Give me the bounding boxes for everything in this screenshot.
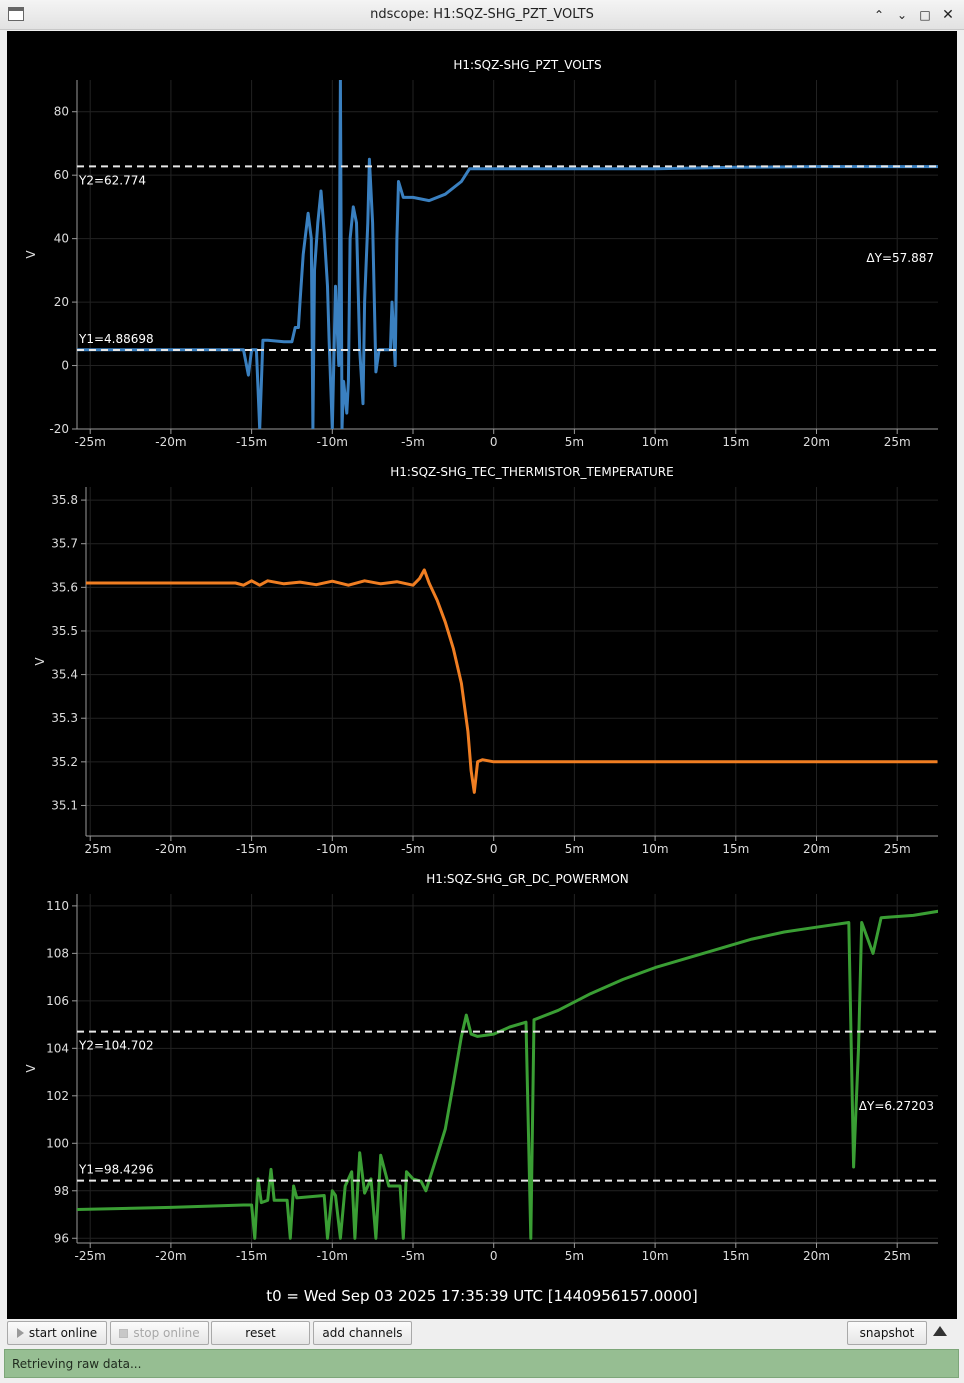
window-menu-icon[interactable] [8,7,24,21]
x-tick-label: -25m [75,1249,106,1263]
plots-canvas[interactable]: H1:SQZ-SHG_PZT_VOLTS 80 60 40 20 0 -20 -25m -20m… [7,31,957,1319]
x-tick-label: 25m [884,1249,911,1263]
x-tick-label: 15m [722,1249,749,1263]
cursor-delta-label: ΔY=6.27203 [859,1099,934,1113]
play-icon [16,1328,24,1338]
x-tick-label: 25m [884,435,911,449]
x-tick-label: 15m [722,842,749,856]
x-tick-label: 20m [803,435,830,449]
y-tick-label: 108 [46,946,69,960]
y-tick-label: 35.3 [51,711,78,725]
x-tick-label: -10m [317,1249,348,1263]
x-tick-label: -25m [75,435,106,449]
x-tick-label: 5m [565,842,584,856]
x-tick-label: -5m [401,435,425,449]
x-tick-label: -20m [155,435,186,449]
y-tick-label: 35.1 [51,798,78,812]
stop-online-label: stop online [133,1326,200,1340]
x-tick-label: 20m [803,1249,830,1263]
x-tick-label: 0 [490,842,498,856]
y-tick-label: 35.2 [51,755,78,769]
y-tick-label: 35.8 [51,493,78,507]
cursor-delta-label: ΔY=57.887 [866,251,934,265]
start-online-label: start online [28,1326,98,1340]
cursor-y1-label: Y1=98.4296 [78,1163,154,1177]
y-tick-label: 110 [46,899,69,913]
y-tick-label: 106 [46,994,69,1008]
add-channels-label: add channels [322,1326,403,1340]
y-tick-label: 35.6 [51,580,78,594]
x-tick-label: -15m [236,842,267,856]
y-tick-label: 104 [46,1041,69,1055]
y-tick-label: 20 [54,295,69,309]
title-bar: ndscope: H1:SQZ-SHG_PZT_VOLTS ⌃ ⌄ □ ✕ [0,0,964,30]
plot-tec-temperature[interactable]: H1:SQZ-SHG_TEC_THERMISTOR_TEMPERATURE 35.… [33,465,938,856]
plot-title: H1:SQZ-SHG_GR_DC_POWERMON [426,872,629,886]
stop-online-button[interactable]: stop online [110,1321,209,1345]
x-tick-label: -15m [236,1249,267,1263]
x-tick-label: 20m [803,842,830,856]
x-tick-label: 15m [722,435,749,449]
stop-icon [119,1328,129,1338]
y-axis-label: V [24,250,38,259]
y-tick-label: 35.7 [51,537,78,551]
plot-area: H1:SQZ-SHG_PZT_VOLTS 80 60 40 20 0 -20 -25m -20m… [7,31,957,1319]
snapshot-label: snapshot [859,1326,915,1340]
series-line [77,909,938,1240]
plot-title: H1:SQZ-SHG_PZT_VOLTS [453,58,601,72]
series-line [77,80,938,429]
y-tick-label: 98 [54,1184,69,1198]
y-tick-label: 60 [54,168,69,182]
y-tick-label: 96 [54,1231,69,1245]
plot-pzt-volts[interactable]: H1:SQZ-SHG_PZT_VOLTS 80 60 40 20 0 -20 -25m -20m… [24,58,942,449]
close-icon[interactable]: ✕ [942,7,954,23]
x-tick-label: 0 [490,435,498,449]
x-tick-label: 25m [884,842,911,856]
y-tick-label: 102 [46,1089,69,1103]
plot-gr-dc-powermon[interactable]: H1:SQZ-SHG_GR_DC_POWERMON 110 108 106 104 102… [24,872,942,1263]
x-tick-label: 5m [565,435,584,449]
add-channels-button[interactable]: add channels [313,1321,412,1345]
minimize-icon[interactable]: ⌄ [896,8,908,22]
plot-title: H1:SQZ-SHG_TEC_THERMISTOR_TEMPERATURE [390,465,673,479]
x-tick-label: 0 [490,1249,498,1263]
toolbar: start online stop online reset add chann… [0,1319,964,1349]
y-tick-label: -20 [49,422,69,436]
cursor-y2-label: Y2=104.702 [78,1039,154,1053]
y-axis-label: V [24,1064,38,1073]
x-tick-label: 5m [565,1249,584,1263]
cursor-y1-label: Y1=4.88698 [78,332,154,346]
x-tick-label: 10m [642,842,669,856]
y-tick-label: 0 [61,359,69,373]
window-title: ndscope: H1:SQZ-SHG_PZT_VOLTS [370,7,594,22]
y-axis-label: V [33,657,47,666]
x-tick-label: -5m [401,1249,425,1263]
y-tick-label: 35.4 [51,668,78,682]
reset-label: reset [245,1326,276,1340]
x-tick-label: 10m [642,435,669,449]
y-tick-label: 40 [54,232,69,246]
status-text: Retrieving raw data... [12,1357,142,1371]
x-tick-label: -10m [317,842,348,856]
maximize-icon[interactable]: □ [919,8,931,22]
y-tick-label: 35.5 [51,624,78,638]
x-tick-label: -10m [317,435,348,449]
reset-button[interactable]: reset [211,1321,310,1345]
x-tick-label: -5m [401,842,425,856]
x-tick-label: -15m [236,435,267,449]
status-bar: Retrieving raw data... [4,1349,959,1378]
x-tick-label: -20m [155,842,186,856]
collapse-panel-icon[interactable] [933,1326,947,1336]
start-online-button[interactable]: start online [7,1321,107,1345]
y-tick-label: 100 [46,1136,69,1150]
x-tick-label: 25m [85,842,112,856]
cursor-y2-label: Y2=62.774 [78,173,146,187]
series-line [86,568,938,794]
snapshot-button[interactable]: snapshot [847,1321,927,1345]
keep-above-icon[interactable]: ⌃ [873,8,885,22]
x-tick-label: -20m [155,1249,186,1263]
y-tick-label: 80 [54,105,69,119]
t0-label: t0 = Wed Sep 03 2025 17:35:39 UTC [14409… [266,1287,698,1305]
x-tick-label: 10m [642,1249,669,1263]
